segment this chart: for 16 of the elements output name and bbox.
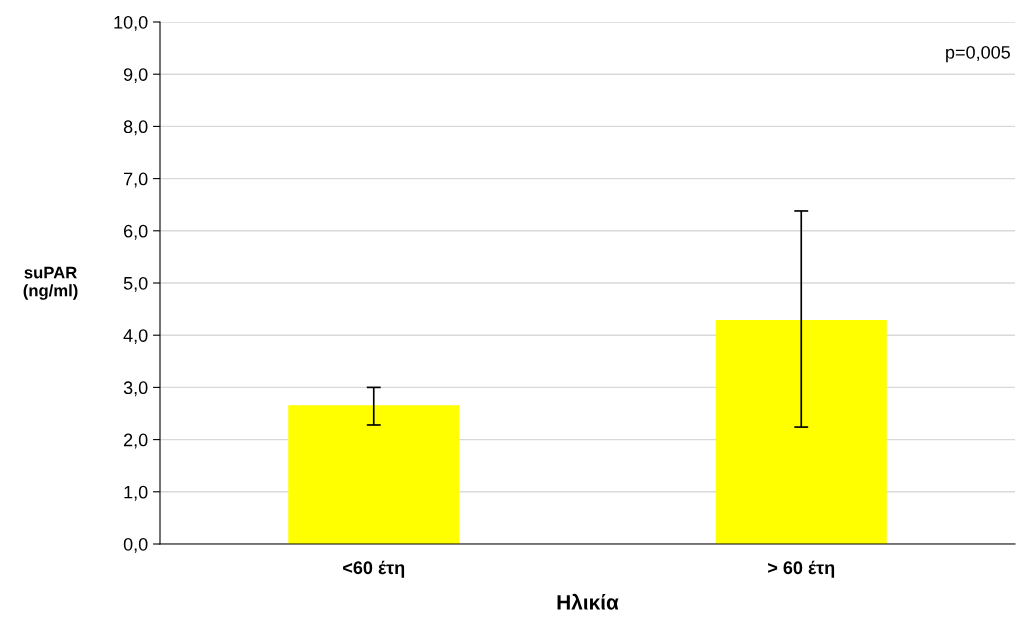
y-tick-label: 10,0 [114, 15, 148, 31]
y-tick-label: 8,0 [123, 120, 148, 136]
x-axis-title: Ηλικία [557, 593, 619, 610]
y-axis-title: suPAR (ng/ml) [23, 266, 78, 300]
annotation: p=0,005 [946, 45, 1010, 63]
y-tick-label: 2,0 [124, 433, 148, 449]
y-tick-label: 6,0 [124, 224, 148, 240]
x-tick-label: > 60 έτη [768, 560, 835, 578]
y-tick-label: 3,0 [123, 381, 148, 397]
y-tick-label: 5,0 [123, 276, 148, 292]
x-tick-label: <60 έτη [343, 560, 405, 578]
y-tick-label: 1,0 [124, 485, 148, 501]
y-tick-label: 0,0 [123, 537, 148, 553]
y-tick-label: 4,0 [123, 329, 148, 345]
y-tick-label: 7,0 [124, 172, 148, 188]
y-tick-label: 9,0 [123, 68, 148, 84]
